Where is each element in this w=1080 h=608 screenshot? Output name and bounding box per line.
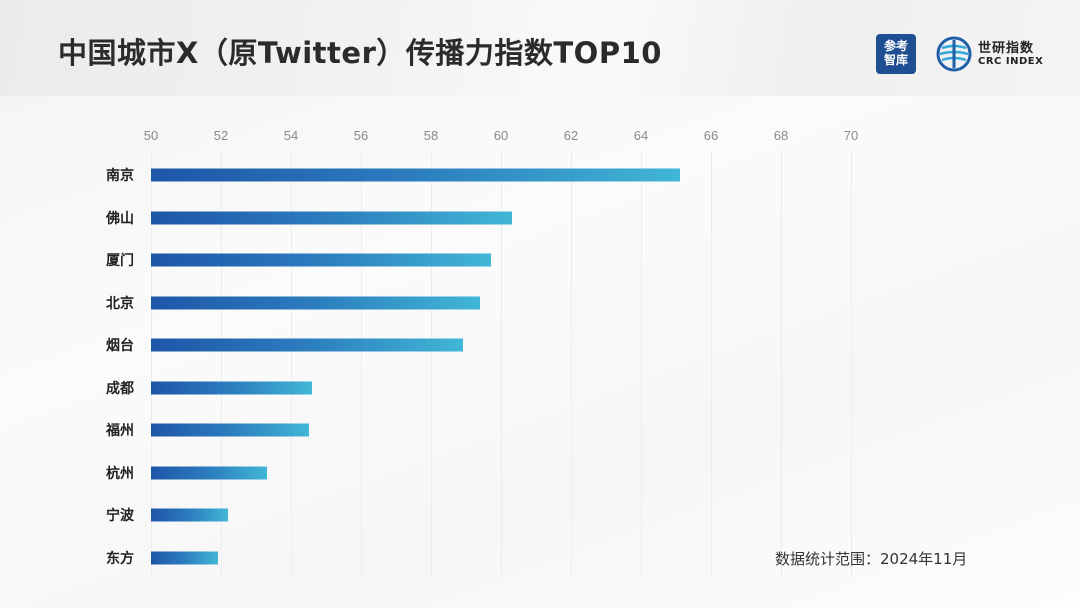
chart-title: 中国城市X（原Twitter）传播力指数TOP10 (58, 36, 662, 70)
x-tick-label: 68 (773, 128, 789, 143)
x-tick-label: 62 (563, 128, 579, 143)
gridline (361, 152, 362, 577)
bar (151, 211, 512, 224)
gridline (851, 152, 852, 577)
logo-right-en: CRC INDEX (978, 55, 1044, 67)
x-tick-label: 54 (283, 128, 299, 143)
gridline (431, 152, 432, 577)
gridline (221, 152, 222, 577)
gridline (151, 152, 152, 577)
gridline (711, 152, 712, 577)
category-label: 成都 (106, 380, 134, 397)
crc-index-logo: 世研指数 CRC INDEX (936, 36, 1043, 72)
x-tick-label: 50 (143, 128, 159, 143)
gridline (501, 152, 502, 577)
bar (151, 466, 267, 479)
category-label: 杭州 (106, 465, 134, 482)
category-label: 宁波 (106, 508, 134, 524)
data-range-note: 数据统计范围：2024年11月 (775, 550, 968, 568)
bar (151, 508, 228, 522)
gridline (571, 152, 572, 577)
category-label: 烟台 (106, 338, 134, 354)
bar (151, 338, 463, 352)
x-tick-label: 66 (703, 128, 719, 143)
bar (151, 253, 491, 267)
bar (151, 423, 309, 437)
category-label: 厦门 (106, 253, 134, 269)
category-label: 东方 (106, 550, 134, 567)
bar (151, 296, 480, 309)
gridline (781, 152, 782, 577)
gridline (641, 152, 642, 577)
globe-icon (936, 36, 972, 72)
x-tick-label: 64 (633, 128, 649, 143)
category-label: 南京 (106, 168, 134, 184)
x-tick-label: 52 (213, 128, 229, 143)
x-tick-label: 60 (493, 128, 509, 143)
gridline (291, 152, 292, 577)
bar (151, 381, 312, 394)
header-band: 中国城市X（原Twitter）传播力指数TOP10 参考 智库 世研指数 CRC… (0, 0, 1080, 96)
category-label: 福州 (106, 423, 134, 439)
bar (151, 168, 680, 182)
bar (151, 551, 218, 564)
category-label: 佛山 (106, 210, 134, 227)
x-tick-label: 70 (843, 128, 859, 143)
logo-left-line2: 智库 (883, 53, 908, 67)
logo-left-line1: 参考 (883, 39, 908, 53)
logo-right-cn: 世研指数 (978, 40, 1035, 56)
cankao-zhiku-logo: 参考 智库 (876, 34, 916, 74)
category-label: 北京 (106, 295, 134, 312)
x-tick-label: 58 (423, 128, 439, 143)
x-tick-label: 56 (353, 128, 369, 143)
